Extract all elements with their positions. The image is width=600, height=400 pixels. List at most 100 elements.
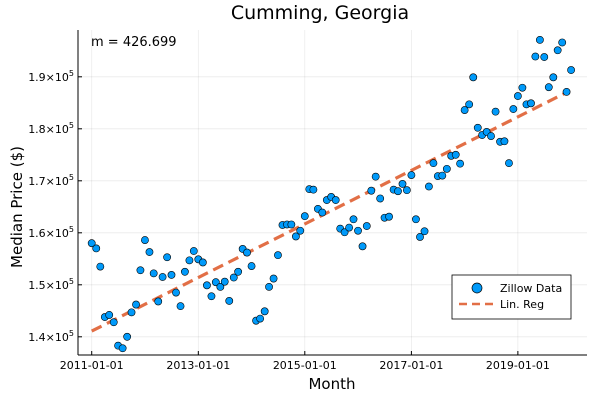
- data-point: [469, 73, 478, 82]
- data-point: [229, 273, 238, 282]
- data-point: [376, 194, 385, 203]
- data-point: [331, 196, 340, 204]
- data-point: [540, 53, 549, 61]
- data-point: [269, 274, 278, 283]
- data-point: [234, 267, 243, 276]
- data-point: [567, 66, 576, 74]
- x-ticks: 2011-01-01 2013-01-01 2015-01-01 2017-01-01…: [60, 351, 550, 372]
- data-point: [318, 208, 327, 217]
- data-point: [491, 107, 500, 116]
- data-point: [549, 73, 558, 82]
- data-point: [260, 307, 269, 316]
- data-point: [509, 105, 518, 113]
- data-point: [345, 223, 354, 232]
- data-point: [416, 233, 424, 241]
- data-point: [473, 123, 482, 132]
- axes: [77, 30, 587, 356]
- x-tick-label: 2015-01-01: [273, 359, 337, 372]
- data-point: [340, 228, 349, 237]
- data-point: [96, 262, 105, 271]
- data-point: [505, 159, 513, 168]
- data-point: [132, 300, 140, 309]
- data-point: [544, 83, 553, 92]
- x-tick-label: 2013-01-01: [166, 359, 230, 372]
- data-point: [296, 226, 305, 235]
- data-point: [513, 92, 522, 100]
- data-point: [358, 242, 367, 251]
- data-point: [385, 212, 393, 221]
- legend-label-zillow: Zillow Data: [500, 282, 562, 295]
- data-point: [216, 282, 225, 291]
- data-point: [412, 215, 420, 224]
- y-tick-label: 1.6×105: [28, 225, 74, 240]
- legend-label-linreg: Lin. Reg: [500, 298, 544, 311]
- legend-marker-zillow: [471, 282, 483, 294]
- data-point: [145, 248, 154, 256]
- data-point: [535, 35, 544, 44]
- data-point: [256, 314, 265, 323]
- data-point: [487, 132, 495, 140]
- data-point: [371, 172, 380, 181]
- data-point: [407, 171, 416, 179]
- legend-box: [451, 274, 572, 320]
- x-tick-label: 2017-01-01: [379, 359, 443, 372]
- data-point: [456, 159, 465, 168]
- data-point: [394, 187, 402, 196]
- data-point: [92, 244, 101, 253]
- data-point: [451, 150, 460, 159]
- data-point: [349, 215, 358, 224]
- data-point: [291, 232, 300, 241]
- data-point: [300, 212, 309, 221]
- data-point: [127, 308, 136, 317]
- data-point: [500, 137, 509, 146]
- legend: Zillow Data Lin. Reg: [451, 274, 572, 320]
- data-point: [141, 236, 149, 244]
- data-point: [420, 227, 429, 236]
- y-tick-label: 1.8×105: [28, 121, 74, 136]
- data-point: [527, 99, 535, 108]
- data-point: [163, 253, 172, 262]
- data-point: [109, 318, 118, 327]
- data-point: [354, 226, 362, 235]
- data-point: [87, 239, 96, 248]
- data-point: [460, 106, 469, 114]
- data-point: [172, 288, 180, 297]
- data-point: [247, 262, 256, 270]
- y-axis-label: Median Price ($): [8, 146, 26, 268]
- data-point: [154, 297, 163, 306]
- data-point: [367, 186, 376, 195]
- data-point: [118, 344, 127, 353]
- x-tick-label: 2019-01-01: [486, 359, 550, 372]
- data-point: [136, 266, 145, 275]
- data-point: [105, 311, 114, 319]
- data-point: [558, 38, 567, 47]
- x-axis-label: Month: [308, 375, 355, 393]
- y-tick-label: 1.5×105: [28, 277, 74, 292]
- y-tick-label: 1.4×105: [28, 329, 74, 344]
- data-point: [562, 87, 571, 96]
- slope-annotation: m = 426.699: [91, 35, 177, 50]
- data-point: [207, 292, 216, 301]
- data-point: [287, 220, 296, 229]
- data-point: [518, 83, 527, 92]
- data-point: [309, 185, 318, 194]
- data-point: [225, 297, 234, 305]
- y-tick-label: 1.7×105: [28, 173, 74, 188]
- data-point: [398, 180, 407, 188]
- data-point: [274, 251, 282, 260]
- data-point: [553, 46, 562, 55]
- data-point: [465, 100, 474, 109]
- data-point: [181, 267, 189, 276]
- data-point: [158, 273, 167, 281]
- y-ticks: 1.4×105 1.5×105 1.6×105 1.7×105 1.8×105 1.9×1…: [28, 69, 82, 344]
- chart-title: Cumming, Georgia: [231, 2, 409, 24]
- data-point: [243, 248, 251, 257]
- scatter-points: [87, 35, 576, 353]
- data-point: [531, 52, 540, 61]
- data-point: [176, 302, 185, 311]
- data-point: [149, 269, 158, 278]
- grid: [78, 30, 587, 355]
- y-tick-label: 1.9×105: [28, 69, 74, 84]
- data-point: [123, 332, 132, 341]
- data-point: [167, 271, 176, 279]
